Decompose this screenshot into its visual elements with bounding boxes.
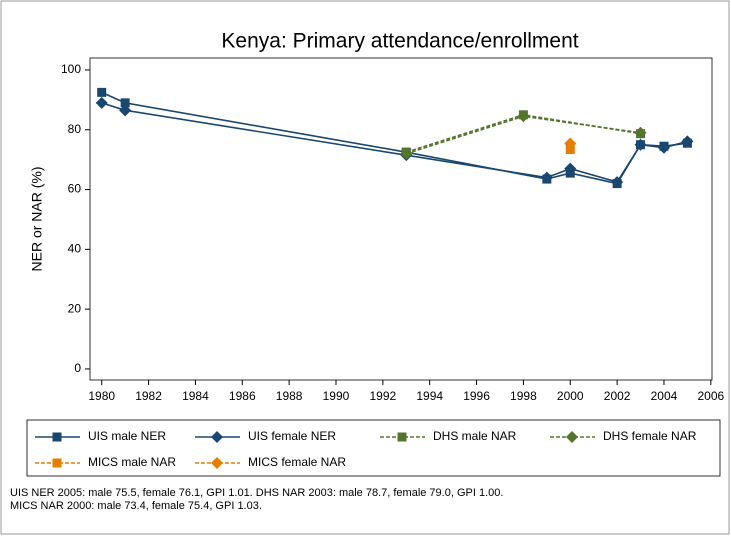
marker <box>97 87 107 97</box>
legend-box <box>26 419 721 477</box>
y-tick-label: 40 <box>68 242 82 256</box>
x-tick-label: 1994 <box>416 389 443 403</box>
marker <box>634 138 647 151</box>
legend-marker <box>211 457 223 469</box>
x-tick-label: 2002 <box>604 389 631 403</box>
legend-marker <box>211 431 223 443</box>
marker <box>400 147 413 160</box>
y-tick-label: 0 <box>74 361 81 375</box>
marker <box>634 126 647 139</box>
legend-label: DHS male NAR <box>433 429 517 443</box>
y-tick-label: 100 <box>61 62 81 76</box>
x-tick-label: 1996 <box>463 389 490 403</box>
legend-label: MICS male NAR <box>88 455 176 469</box>
legend-marker <box>566 431 578 443</box>
x-tick-label: 1980 <box>88 389 115 403</box>
x-tick-label: 1992 <box>369 389 396 403</box>
marker <box>119 104 132 117</box>
marker <box>540 171 553 184</box>
x-tick-label: 1998 <box>510 389 537 403</box>
note: UIS NER 2005: male 75.5, female 76.1, GP… <box>10 487 503 499</box>
y-tick-label: 80 <box>68 122 82 136</box>
marker <box>681 135 694 148</box>
marker <box>564 162 577 175</box>
x-tick-label: 2004 <box>651 389 678 403</box>
marker <box>564 137 577 150</box>
legend-marker <box>52 458 62 468</box>
legend-marker <box>397 432 407 442</box>
marker <box>611 176 624 189</box>
x-tick-label: 1988 <box>276 389 303 403</box>
x-tick-label: 2000 <box>557 389 584 403</box>
y-tick-label: 60 <box>68 182 82 196</box>
y-axis-label: NER or NAR (%) <box>29 166 45 271</box>
plot-area <box>89 57 713 381</box>
legend-label: UIS male NER <box>88 429 166 443</box>
x-tick-label: 1982 <box>135 389 162 403</box>
legend-label: UIS female NER <box>248 429 336 443</box>
x-tick-label: 2006 <box>697 389 724 403</box>
marker <box>120 98 130 108</box>
marker <box>517 110 530 123</box>
x-tick-label: 1984 <box>182 389 209 403</box>
legend-label: MICS female NAR <box>248 455 346 469</box>
x-tick-label: 1986 <box>229 389 256 403</box>
x-tick-label: 1990 <box>323 389 350 403</box>
legend-label: DHS female NAR <box>603 429 697 443</box>
marker <box>95 96 108 109</box>
y-tick-label: 20 <box>68 301 82 315</box>
marker <box>657 141 670 154</box>
legend-marker <box>52 432 62 442</box>
chart-title: Kenya: Primary attendance/enrollment <box>221 30 578 53</box>
note: MICS NAR 2000: male 73.4, female 75.4, G… <box>10 500 262 512</box>
